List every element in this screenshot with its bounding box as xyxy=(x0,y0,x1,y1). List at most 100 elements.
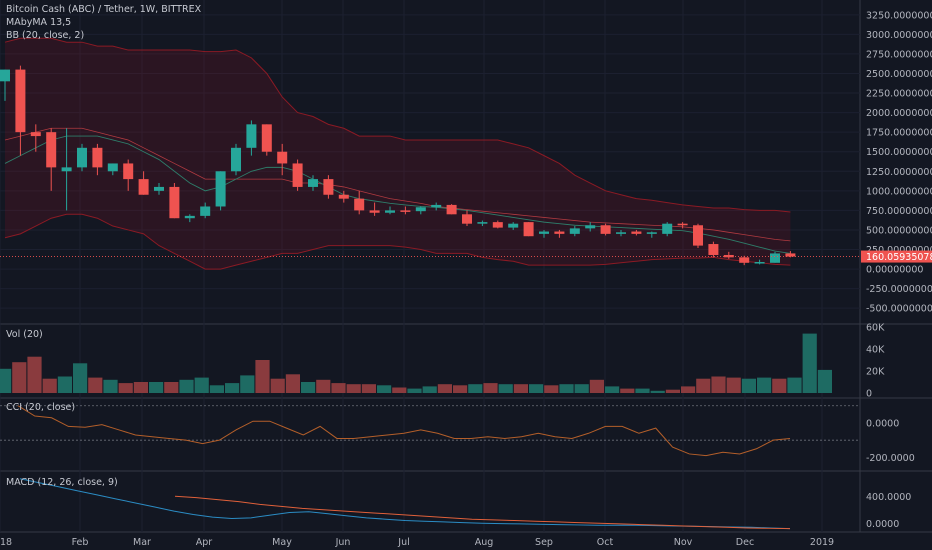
volume-bar xyxy=(757,377,772,393)
candle-body xyxy=(338,194,349,199)
price-tick-label: 3250.00000000 xyxy=(866,10,932,21)
candle-body xyxy=(723,254,734,258)
macd-signal-line xyxy=(174,495,791,530)
bollinger-middle-line xyxy=(4,127,791,242)
volume-bar xyxy=(620,388,635,393)
volume-bar xyxy=(468,384,483,393)
volume-bar xyxy=(696,378,711,393)
candle-body xyxy=(15,69,26,133)
candle-body xyxy=(261,124,272,152)
time-tick-label: Feb xyxy=(72,537,89,548)
candle-body xyxy=(354,198,365,211)
bollinger-lower-line xyxy=(4,213,791,270)
bollinger-band-fill xyxy=(5,38,791,270)
price-tick-label: 1000.00000000 xyxy=(866,186,932,197)
candle-body xyxy=(292,163,303,187)
candle-body xyxy=(369,210,380,213)
volume-bar xyxy=(361,384,376,393)
candle-body xyxy=(215,171,226,207)
cci-tick-label: 0.0000 xyxy=(866,418,899,429)
ma-line xyxy=(4,135,791,254)
volume-bar xyxy=(346,384,361,393)
volume-bar xyxy=(88,377,103,393)
price-tick-label: 3000.00000000 xyxy=(866,30,932,41)
volume-bar xyxy=(498,384,513,393)
candle-body xyxy=(400,210,411,212)
time-tick-label: Jul xyxy=(397,537,409,548)
price-tick-label: 0.00000000 xyxy=(866,265,923,276)
candle-body xyxy=(754,262,765,264)
price-tick-label: 2500.00000000 xyxy=(866,69,932,80)
volume-bar xyxy=(802,333,817,393)
volume-tick-label: 0 xyxy=(866,389,872,400)
candle-body xyxy=(61,167,72,172)
candle-body xyxy=(554,231,565,234)
volume-bar xyxy=(0,368,12,393)
volume-bar xyxy=(392,387,407,393)
candle-body xyxy=(308,179,318,187)
volume-tick-label: 20K xyxy=(866,367,885,378)
volume-bar xyxy=(681,386,696,393)
volume-bar xyxy=(255,360,270,393)
volume-bar xyxy=(103,379,118,393)
candle-body xyxy=(508,223,519,228)
price-tick-label: 1250.00000000 xyxy=(866,167,932,178)
volume-bar xyxy=(133,382,148,393)
volume-bar xyxy=(179,379,194,393)
price-tick-label: 750.00000000 xyxy=(866,206,932,217)
candle-body xyxy=(569,228,580,234)
volume-bar xyxy=(483,383,498,393)
time-tick-label: May xyxy=(272,537,292,548)
price-tick-label: 1500.00000000 xyxy=(866,147,932,158)
candle-body xyxy=(169,186,180,219)
candle-body xyxy=(0,69,10,82)
price-tick-label: -500.00000000 xyxy=(866,304,932,315)
price-tick-label: 500.00000000 xyxy=(866,225,932,236)
candle-body xyxy=(323,179,334,195)
volume-bar xyxy=(650,390,665,393)
candle-body xyxy=(138,179,149,195)
candle-body xyxy=(154,186,164,191)
candle-body xyxy=(600,225,611,234)
volume-bar xyxy=(772,378,787,393)
candle-body xyxy=(277,151,288,164)
price-tick-label: 2750.00000000 xyxy=(866,49,932,60)
volume-tick-label: 40K xyxy=(866,345,885,356)
volume-bar xyxy=(711,376,726,393)
volume-bar xyxy=(285,374,300,393)
volume-bar xyxy=(73,363,88,393)
time-tick-label: Jun xyxy=(335,537,351,548)
candle-body xyxy=(693,225,703,246)
volume-bar xyxy=(422,386,437,393)
last-price-badge xyxy=(861,250,932,263)
candle-body xyxy=(585,225,596,229)
macd-legend: MACD (12, 26, close, 9) xyxy=(6,477,118,488)
candle-body xyxy=(107,163,118,172)
candle-body xyxy=(785,253,796,257)
volume-bar xyxy=(453,385,468,393)
bb-legend: BB (20, close, 2) xyxy=(6,30,85,41)
volume-bar xyxy=(741,378,756,393)
volume-bar xyxy=(270,378,285,393)
volume-bar xyxy=(118,383,133,393)
volume-bar xyxy=(559,384,574,393)
candle-body xyxy=(616,232,626,234)
cci-tick-label: -200.0000 xyxy=(866,453,915,464)
candle-body xyxy=(415,207,426,212)
volume-bar xyxy=(194,377,209,393)
volume-bar xyxy=(437,384,452,393)
candle-body xyxy=(92,147,103,168)
time-tick-label: Dec xyxy=(736,537,754,548)
price-tick-label: -250.00000000 xyxy=(866,284,932,295)
bollinger-upper-line xyxy=(4,37,791,213)
ma-legend: MAbyMA 13,5 xyxy=(6,17,72,28)
candle-body xyxy=(631,231,642,234)
volume-bar xyxy=(377,385,392,393)
time-tick-label: Aug xyxy=(475,537,494,548)
time-tick-label: 2019 xyxy=(810,537,834,548)
time-tick-label: 2018 xyxy=(0,537,12,548)
candle-body xyxy=(492,222,503,228)
candle-body xyxy=(231,147,241,172)
volume-bar xyxy=(605,386,620,393)
